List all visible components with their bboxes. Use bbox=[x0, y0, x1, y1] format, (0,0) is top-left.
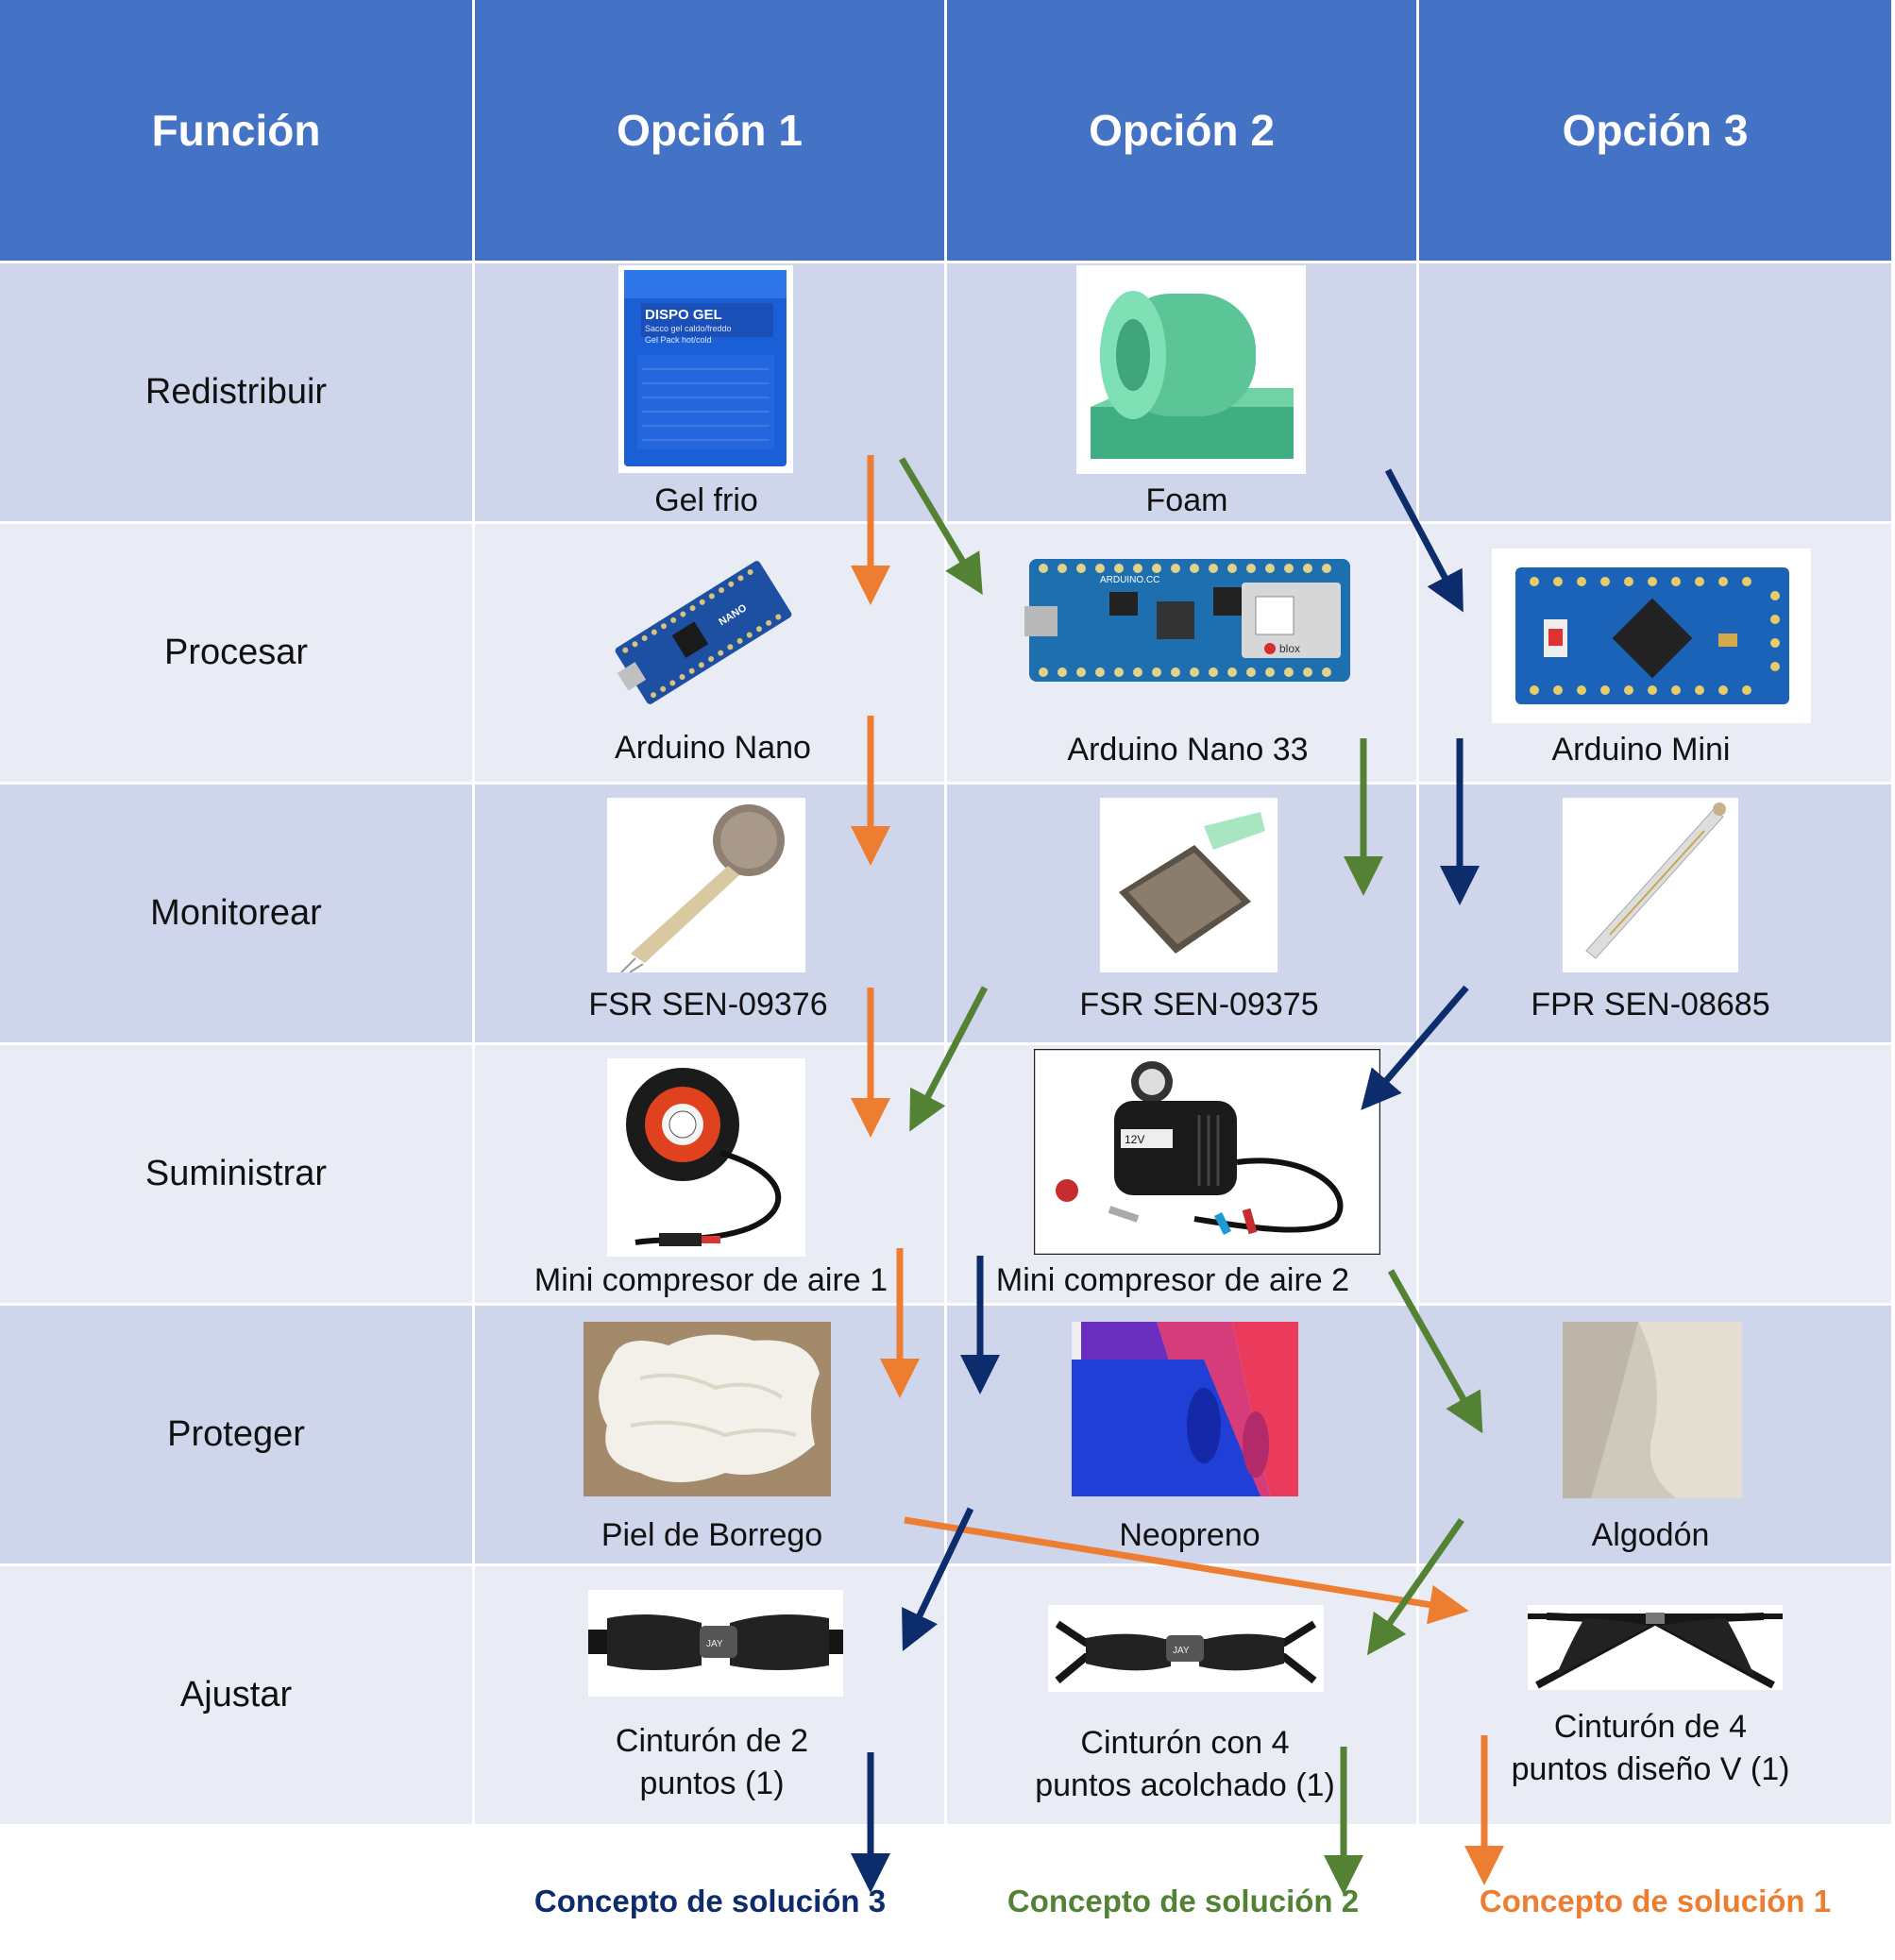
func-monitorear-label: Monitorear bbox=[150, 893, 322, 933]
arrow-green-1 bbox=[898, 457, 983, 596]
label-cinturon-2-puntos-line2: puntos (1) bbox=[639, 1766, 785, 1801]
label-mini-compresor-1: Mini compresor de aire 1 bbox=[533, 1262, 888, 1298]
concept-solution-3: Concepto de solución 3 bbox=[533, 1884, 887, 1918]
func-suministrar: Suministrar bbox=[0, 1045, 472, 1303]
arrow-navy-5 bbox=[902, 1507, 974, 1651]
header-opcion-1-label: Opción 1 bbox=[617, 106, 803, 155]
arduino-mini-image bbox=[1492, 549, 1811, 723]
fpr-08685-image bbox=[1563, 798, 1738, 972]
label-cinturon-4-v-line1: Cinturón de 4 bbox=[1553, 1709, 1748, 1745]
mini-compresor-1-image bbox=[607, 1058, 805, 1257]
func-redistribuir: Redistribuir bbox=[0, 263, 472, 521]
header-opcion-3-label: Opción 3 bbox=[1562, 106, 1749, 155]
func-procesar-label: Procesar bbox=[163, 633, 309, 672]
header-opcion-2-label: Opción 2 bbox=[1089, 106, 1275, 155]
arrow-green-4 bbox=[1387, 1269, 1483, 1434]
arduino-nano-33-board-text: ARDUINO.CC bbox=[1100, 575, 1159, 585]
mini-compresor-2-image: 12V bbox=[1034, 1049, 1380, 1255]
func-procesar: Procesar bbox=[0, 524, 472, 782]
label-gel-frio: Gel frio bbox=[654, 482, 758, 518]
algodon-image bbox=[1563, 1322, 1742, 1498]
label-cinturon-4-v-line2: puntos diseño V (1) bbox=[1511, 1751, 1790, 1787]
gel-pack-subtitle-2: Gel Pack hot/cold bbox=[645, 335, 712, 345]
label-foam: Foam bbox=[1145, 482, 1228, 518]
belt-4-brand-text: JAY bbox=[1173, 1646, 1190, 1656]
func-monitorear: Monitorear bbox=[0, 785, 472, 1042]
column-divider-2 bbox=[944, 263, 947, 1824]
arrow-navy-3 bbox=[1361, 985, 1469, 1110]
label-cinturon-4-acolchado-line2: puntos acolchado (1) bbox=[1035, 1767, 1335, 1803]
label-arduino-mini: Arduino Mini bbox=[1551, 732, 1731, 768]
fsr-09375-image bbox=[1100, 798, 1277, 972]
arduino-nano-33-image: ARDUINO.CC blox bbox=[1024, 559, 1350, 682]
label-neopreno: Neopreno bbox=[1119, 1517, 1261, 1553]
label-piel-de-borrego: Piel de Borrego bbox=[601, 1517, 823, 1553]
compressor-voltage-label: 12V bbox=[1125, 1133, 1144, 1146]
neopreno-image bbox=[1072, 1322, 1298, 1496]
arrow-green-5 bbox=[1366, 1517, 1464, 1656]
func-ajustar-label: Ajustar bbox=[179, 1675, 293, 1715]
column-divider-1 bbox=[472, 263, 475, 1824]
func-ajustar: Ajustar bbox=[0, 1566, 472, 1824]
label-fpr-08685: FPR SEN-08685 bbox=[1531, 987, 1770, 1022]
piel-de-borrego-image bbox=[584, 1322, 831, 1496]
header-funcion: Función bbox=[0, 0, 472, 261]
header-opcion-1: Opción 1 bbox=[475, 0, 944, 261]
gel-pack-image: DISPO GEL Sacco gel caldo/freddo Gel Pac… bbox=[618, 265, 793, 473]
func-suministrar-label: Suministrar bbox=[144, 1154, 328, 1193]
cinturon-4-puntos-acolchado-image: JAY bbox=[1048, 1605, 1324, 1692]
arrow-green-3 bbox=[909, 986, 989, 1132]
label-fsr-09376: FSR SEN-09376 bbox=[588, 987, 828, 1022]
gel-pack-subtitle-1: Sacco gel caldo/freddo bbox=[645, 324, 732, 333]
foam-image bbox=[1076, 265, 1306, 474]
arrow-navy-1 bbox=[1384, 468, 1464, 613]
label-cinturon-2-puntos-line1: Cinturón de 2 bbox=[615, 1723, 809, 1759]
header-opcion-3: Opción 3 bbox=[1419, 0, 1891, 261]
concept-solution-2: Concepto de solución 2 bbox=[1007, 1884, 1360, 1918]
label-mini-compresor-2: Mini compresor de aire 2 bbox=[995, 1262, 1350, 1298]
func-proteger-label: Proteger bbox=[167, 1414, 305, 1454]
ublox-logo-text: blox bbox=[1279, 642, 1300, 655]
cinturon-2-puntos-image: JAY bbox=[588, 1590, 843, 1697]
label-algodon: Algodón bbox=[1591, 1517, 1710, 1553]
header-funcion-label: Función bbox=[151, 106, 321, 155]
func-redistribuir-label: Redistribuir bbox=[144, 372, 328, 412]
arrow-orange-5 bbox=[904, 1516, 1469, 1625]
arduino-nano-image: NANO bbox=[615, 561, 792, 704]
label-cinturon-4-acolchado-line1: Cinturón con 4 bbox=[1080, 1725, 1290, 1761]
gel-pack-title: DISPO GEL bbox=[645, 307, 722, 323]
label-arduino-nano-33: Arduino Nano 33 bbox=[1067, 732, 1309, 768]
belt-2-brand-text: JAY bbox=[706, 1639, 723, 1649]
label-fsr-09375: FSR SEN-09375 bbox=[1079, 987, 1319, 1022]
label-arduino-nano: Arduino Nano bbox=[615, 730, 811, 766]
cinturon-4-puntos-v-image bbox=[1528, 1605, 1783, 1690]
func-proteger: Proteger bbox=[0, 1306, 472, 1563]
header-opcion-2: Opción 2 bbox=[947, 0, 1416, 261]
concept-solution-1: Concepto de solución 1 bbox=[1479, 1884, 1832, 1918]
fsr-09376-image bbox=[607, 798, 805, 972]
